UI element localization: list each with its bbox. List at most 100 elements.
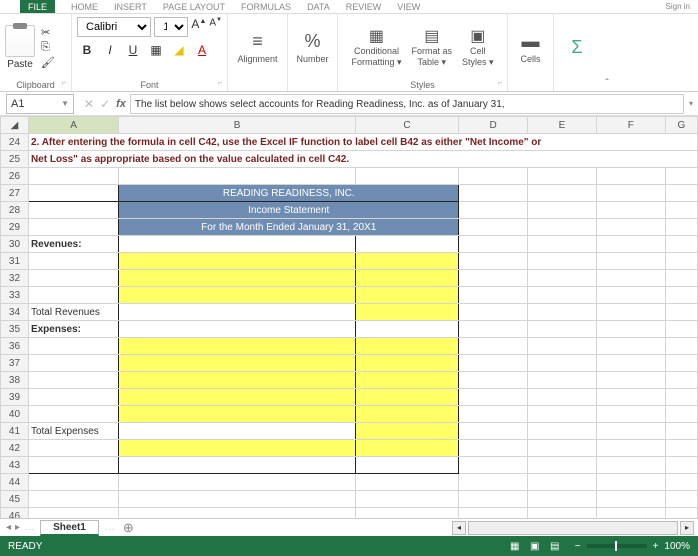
font-size-select[interactable]: 11	[154, 17, 188, 37]
row-header[interactable]: 39	[1, 389, 29, 406]
paste-icon[interactable]	[5, 25, 35, 57]
row-header[interactable]: 38	[1, 372, 29, 389]
fx-icon[interactable]: fx	[116, 98, 126, 110]
cell[interactable]: READING READINESS, INC.	[119, 185, 459, 202]
hscroll-track[interactable]	[468, 521, 678, 535]
row-header[interactable]: 27	[1, 185, 29, 202]
row-header[interactable]: 37	[1, 355, 29, 372]
row-header[interactable]: 41	[1, 423, 29, 440]
spreadsheet-grid[interactable]: ◢ A B C D E F G 242. After entering the …	[0, 116, 698, 518]
tab-formulas[interactable]: FORMULAS	[241, 2, 291, 12]
cell[interactable]	[355, 304, 458, 321]
sheet-tab[interactable]: Sheet1	[40, 520, 99, 536]
col-header-b[interactable]: B	[119, 117, 356, 134]
grow-font-icon[interactable]: A▲	[191, 17, 206, 37]
number-button[interactable]: %Number	[293, 31, 332, 64]
cell[interactable]	[355, 389, 458, 406]
font-color-button[interactable]: A	[192, 40, 212, 60]
tab-home[interactable]: HOME	[71, 2, 98, 12]
cell[interactable]	[119, 440, 356, 457]
row-header[interactable]: 34	[1, 304, 29, 321]
enter-formula-icon[interactable]: ✓	[100, 97, 110, 111]
sheet-nav-prev-icon[interactable]: ◂	[6, 522, 11, 533]
zoom-slider[interactable]	[587, 544, 647, 548]
cell[interactable]: Revenues:	[28, 236, 118, 253]
col-header-g[interactable]: G	[665, 117, 697, 134]
underline-button[interactable]: U	[123, 40, 143, 60]
col-header-a[interactable]: A	[28, 117, 118, 134]
formula-bar[interactable]: The list below shows select accounts for…	[130, 94, 684, 114]
zoom-out-icon[interactable]: −	[575, 541, 581, 552]
format-as-table-button[interactable]: ▤Format asTable ▾	[412, 27, 453, 68]
zoom-in-icon[interactable]: +	[653, 541, 659, 552]
shrink-font-icon[interactable]: A▼	[209, 17, 222, 37]
add-sheet-icon[interactable]: ⊕	[123, 520, 134, 536]
hscroll-left-icon[interactable]: ◂	[452, 521, 466, 535]
row-header[interactable]: 28	[1, 202, 29, 219]
col-header-d[interactable]: D	[459, 117, 528, 134]
col-header-c[interactable]: C	[355, 117, 458, 134]
row-header[interactable]: 44	[1, 474, 29, 491]
formula-expand-icon[interactable]: ▾	[684, 99, 698, 108]
cell[interactable]	[355, 440, 458, 457]
row-header[interactable]: 36	[1, 338, 29, 355]
cell[interactable]	[119, 372, 356, 389]
cell[interactable]	[355, 423, 458, 440]
conditional-formatting-button[interactable]: ▦ConditionalFormatting ▾	[351, 27, 401, 68]
cell[interactable]	[119, 389, 356, 406]
tab-pagelayout[interactable]: PAGE LAYOUT	[163, 2, 225, 12]
cell[interactable]: Net Loss" as appropriate based on the va…	[28, 151, 697, 168]
fill-color-button[interactable]: ◢	[169, 40, 189, 60]
cell[interactable]	[119, 355, 356, 372]
row-header[interactable]: 26	[1, 168, 29, 185]
col-header-e[interactable]: E	[528, 117, 597, 134]
cell[interactable]: For the Month Ended January 31, 20X1	[119, 219, 459, 236]
tab-view[interactable]: VIEW	[397, 2, 420, 12]
row-header[interactable]: 35	[1, 321, 29, 338]
row-header[interactable]: 32	[1, 270, 29, 287]
col-header-f[interactable]: F	[596, 117, 665, 134]
cell[interactable]	[355, 372, 458, 389]
row-header[interactable]: 42	[1, 440, 29, 457]
format-painter-icon[interactable]: 🖌	[41, 56, 55, 69]
cells-button[interactable]: ▬Cells	[513, 31, 548, 64]
view-buttons[interactable]: ▦▣▤	[505, 541, 565, 552]
paste-button[interactable]: Paste	[7, 59, 33, 70]
row-header[interactable]: 46	[1, 508, 29, 519]
cell[interactable]: Total Revenues	[28, 304, 118, 321]
cell[interactable]	[355, 406, 458, 423]
collapse-ribbon-icon[interactable]: ˆ	[600, 14, 614, 91]
row-header[interactable]: 30	[1, 236, 29, 253]
cell[interactable]: 2. After entering the formula in cell C4…	[28, 134, 697, 151]
tab-insert[interactable]: INSERT	[114, 2, 147, 12]
name-box[interactable]: A1▼	[6, 94, 74, 114]
cell[interactable]	[355, 287, 458, 304]
tab-review[interactable]: REVIEW	[346, 2, 382, 12]
select-all-corner[interactable]: ◢	[1, 117, 29, 134]
row-header[interactable]: 29	[1, 219, 29, 236]
row-header[interactable]: 45	[1, 491, 29, 508]
cut-icon[interactable]: ✂	[41, 26, 55, 39]
editing-button[interactable]: Σ	[559, 37, 595, 58]
cell[interactable]	[119, 270, 356, 287]
cell[interactable]	[119, 253, 356, 270]
hscroll-right-icon[interactable]: ▸	[680, 521, 694, 535]
cell[interactable]	[355, 355, 458, 372]
sheet-nav-next-icon[interactable]: ▸	[15, 522, 20, 533]
row-header[interactable]: 31	[1, 253, 29, 270]
tab-file[interactable]: FILE	[20, 0, 55, 14]
cell[interactable]	[355, 338, 458, 355]
bold-button[interactable]: B	[77, 40, 97, 60]
italic-button[interactable]: I	[100, 40, 120, 60]
cell[interactable]	[119, 406, 356, 423]
cancel-formula-icon[interactable]: ✕	[84, 97, 94, 111]
sign-in-link[interactable]: Sign in	[666, 2, 690, 11]
row-header[interactable]: 33	[1, 287, 29, 304]
borders-button[interactable]: ▦	[146, 40, 166, 60]
cell[interactable]	[119, 287, 356, 304]
cell[interactable]	[355, 270, 458, 287]
row-header[interactable]: 24	[1, 134, 29, 151]
cell[interactable]: Expenses:	[28, 321, 118, 338]
copy-icon[interactable]: ⎘	[41, 41, 55, 54]
row-header[interactable]: 40	[1, 406, 29, 423]
